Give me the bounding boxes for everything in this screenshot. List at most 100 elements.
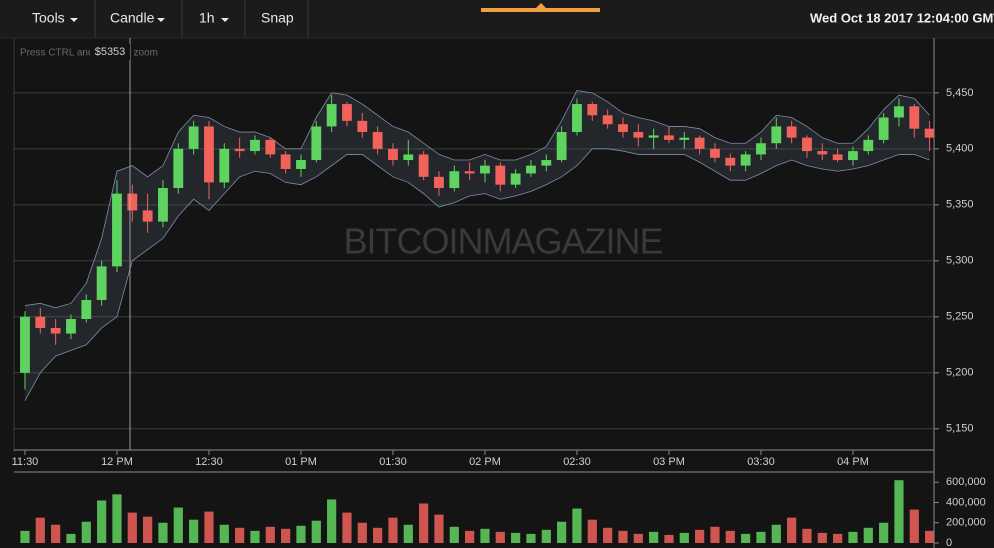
volume-bar [925,530,934,543]
volume-bar [357,522,367,543]
snap-button[interactable]: Snap [261,10,294,26]
candle-body [526,165,536,174]
band-fill [24,90,930,401]
volume-bar [833,533,843,543]
x-tick-label: 02:30 [563,456,591,468]
candle-body [602,115,613,125]
volume-bar [403,524,413,543]
volume-bar [81,521,91,543]
x-tick-label: 12 PM [101,456,133,468]
candle-body [832,154,843,161]
candle-body [127,193,138,211]
x-tick-label: 01:30 [379,456,407,468]
candle-body [418,154,429,177]
candle-body [20,316,30,373]
volume-bar [587,519,597,543]
volume-bar [649,531,659,543]
candle-body [112,193,122,267]
volume-bar [802,528,812,543]
candle-body [96,266,107,300]
interval-button[interactable]: 1h [199,10,215,26]
volume-plot [20,480,934,543]
candle-body [311,126,322,161]
tools-button[interactable]: Tools [32,10,65,26]
candle-body [710,148,720,158]
y-tick-label: 5,400 [946,143,974,155]
volume-bar [848,531,858,543]
candle-body [173,148,184,189]
x-tick-label: 12:30 [195,456,223,468]
candle-body [556,132,567,161]
y-tick-label: 5,300 [946,255,974,267]
candle-body [648,135,659,138]
x-tick-label: 03:30 [747,456,775,468]
candle-body [280,154,291,169]
x-tick-label: 04 PM [837,456,869,468]
volume-bar [741,533,751,543]
volume-bar [495,531,505,543]
dropdown-caret [157,18,165,22]
volume-bar [679,532,689,543]
volume-bar [603,527,613,543]
volume-bar [787,517,797,543]
volume-bar [219,524,229,543]
volume-bar [909,509,919,543]
dropdown-caret [70,18,78,22]
candle-body [909,106,920,129]
volume-bar [725,530,735,543]
crosshair-label: $5353 [95,46,126,58]
volume-bar [541,529,551,543]
candle-body [219,148,230,183]
y2-tick-label: 400,000 [946,496,986,508]
candle-body [878,117,889,140]
candle-body [802,137,812,152]
volume-bar [863,527,873,543]
candle-body [403,154,414,161]
y2-tick-label: 600,000 [946,476,986,488]
candle-body [250,139,260,152]
volume-bar [756,531,766,543]
volume-bar [557,521,567,543]
y-tick-label: 5,250 [946,311,974,323]
candle-body [449,171,460,189]
candle-body [618,124,628,133]
drawer-handle[interactable] [481,8,600,12]
volume-bar [817,532,827,543]
zoom-hint: Press CTRL and scroll to zoom [20,48,158,59]
candle-body [464,171,475,174]
candle-body [296,160,306,169]
candle-body [265,139,276,155]
candle-body [694,137,705,149]
volume-bar [771,524,781,543]
candle-body [725,157,736,166]
crosshair-label-bg [90,44,130,60]
volume-bar [158,522,168,543]
candle-button[interactable]: Candle [110,10,155,26]
volume-bar [51,524,61,543]
volume-bar [66,533,76,543]
drawer-arrow [536,3,546,8]
candle-body [863,139,874,152]
candle-body [572,104,582,133]
candle-body [679,137,690,140]
volume-bar [388,517,398,543]
volume-bar [480,528,490,543]
volume-bar [434,514,444,543]
toolbar [0,0,994,38]
candle-body [66,319,76,334]
volume-bar [204,511,214,543]
candle-body [771,126,782,144]
volume-bar [20,530,30,543]
candle-body [204,126,214,183]
y-tick-label: 5,200 [946,367,974,379]
volume-bar [879,522,889,543]
volume-bar [112,494,122,543]
candle-body [388,148,398,161]
volume-bar [327,499,337,543]
volume-bar [618,530,628,543]
candle-body [142,210,153,222]
candle-body [894,106,904,118]
dropdown-caret [221,18,229,22]
x-tick-label: 02 PM [469,456,501,468]
